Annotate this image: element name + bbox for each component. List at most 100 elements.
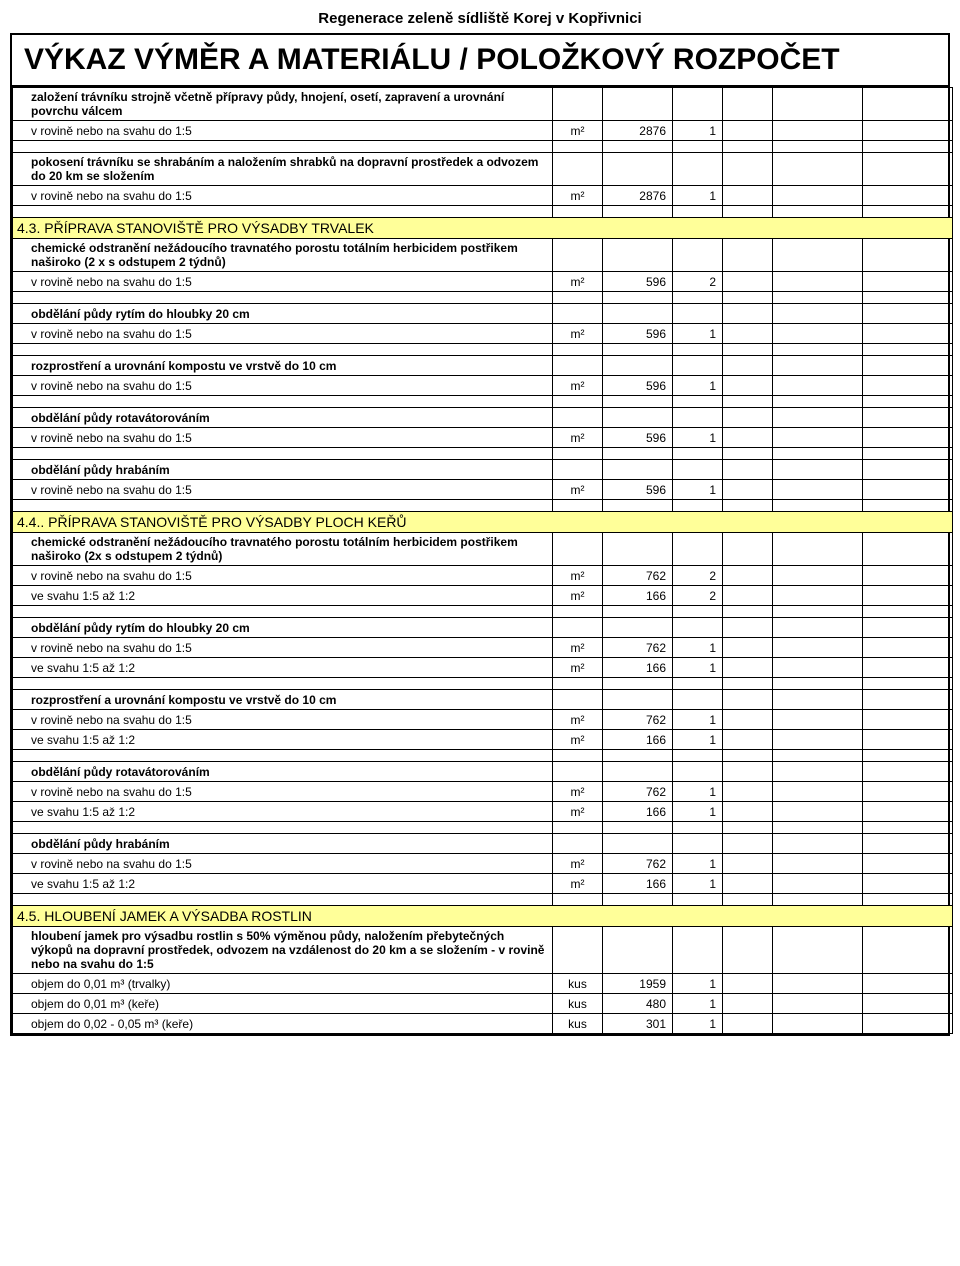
section-header: 4.3. PŘÍPRAVA STANOVIŠTĚ PRO VÝSADBY TRV…	[13, 218, 953, 239]
description-cell: chemické odstranění nežádoucího travnaté…	[13, 239, 553, 272]
quantity-cell: 166	[603, 730, 673, 750]
empty-cell	[863, 690, 953, 710]
empty-cell	[723, 480, 773, 500]
item-label: v rovině nebo na svahu do 1:5	[13, 272, 553, 292]
unit-cell: kus	[553, 994, 603, 1014]
quantity-cell: 596	[603, 428, 673, 448]
spacer-cell	[603, 396, 673, 408]
table-row: rozprostření a urovnání kompostu ve vrst…	[13, 356, 953, 376]
spacer-cell	[773, 396, 863, 408]
empty-cell	[673, 408, 723, 428]
description-cell: pokosení trávníku se shrabáním a naložen…	[13, 153, 553, 186]
empty-cell	[863, 153, 953, 186]
multiplier-cell: 1	[673, 994, 723, 1014]
spacer-cell	[603, 894, 673, 906]
spacer-cell	[603, 206, 673, 218]
unit-cell: m²	[553, 854, 603, 874]
spacer-cell	[553, 292, 603, 304]
empty-cell	[723, 272, 773, 292]
spacer-cell	[603, 344, 673, 356]
empty-cell	[773, 638, 863, 658]
quantity-cell: 480	[603, 994, 673, 1014]
unit-cell: m²	[553, 658, 603, 678]
empty-cell	[723, 566, 773, 586]
budget-table-container: založení trávníku strojně včetně příprav…	[10, 87, 950, 1036]
empty-cell	[863, 324, 953, 344]
spacer-cell	[13, 396, 553, 408]
unit-cell: m²	[553, 272, 603, 292]
spacer-cell	[673, 292, 723, 304]
empty-cell	[553, 88, 603, 121]
multiplier-cell: 1	[673, 710, 723, 730]
spacer-cell	[723, 678, 773, 690]
section-header: 4.4.. PŘÍPRAVA STANOVIŠTĚ PRO VÝSADBY PL…	[13, 512, 953, 533]
spacer-cell	[723, 206, 773, 218]
table-row	[13, 678, 953, 690]
empty-cell	[723, 186, 773, 206]
unit-cell: m²	[553, 324, 603, 344]
empty-cell	[723, 586, 773, 606]
empty-cell	[773, 1014, 863, 1034]
item-label: v rovině nebo na svahu do 1:5	[13, 428, 553, 448]
empty-cell	[863, 272, 953, 292]
spacer-cell	[603, 500, 673, 512]
empty-cell	[723, 658, 773, 678]
table-row: rozprostření a urovnání kompostu ve vrst…	[13, 690, 953, 710]
table-row: ve svahu 1:5 až 1:2m²1661	[13, 874, 953, 894]
table-row: ve svahu 1:5 až 1:2m²1661	[13, 658, 953, 678]
empty-cell	[773, 186, 863, 206]
section-number: 4.4..	[17, 514, 44, 530]
empty-cell	[863, 1014, 953, 1034]
spacer-cell	[13, 750, 553, 762]
empty-cell	[553, 460, 603, 480]
empty-cell	[553, 153, 603, 186]
table-row: založení trávníku strojně včetně příprav…	[13, 88, 953, 121]
empty-cell	[603, 927, 673, 974]
spacer-cell	[723, 448, 773, 460]
empty-cell	[723, 121, 773, 141]
empty-cell	[863, 874, 953, 894]
empty-cell	[723, 1014, 773, 1034]
table-row: obdělání půdy rotavátorováním	[13, 408, 953, 428]
empty-cell	[603, 88, 673, 121]
empty-cell	[863, 566, 953, 586]
empty-cell	[863, 356, 953, 376]
empty-cell	[673, 834, 723, 854]
spacer-cell	[773, 750, 863, 762]
empty-cell	[773, 974, 863, 994]
spacer-cell	[773, 606, 863, 618]
empty-cell	[723, 730, 773, 750]
empty-cell	[673, 690, 723, 710]
table-row: objem do 0,01 m³ (keře)kus4801	[13, 994, 953, 1014]
spacer-cell	[723, 606, 773, 618]
empty-cell	[863, 533, 953, 566]
empty-cell	[723, 153, 773, 186]
item-label: ve svahu 1:5 až 1:2	[13, 658, 553, 678]
empty-cell	[773, 927, 863, 974]
item-label: v rovině nebo na svahu do 1:5	[13, 782, 553, 802]
table-row: obdělání půdy rytím do hloubky 20 cm	[13, 304, 953, 324]
item-label: ve svahu 1:5 až 1:2	[13, 802, 553, 822]
spacer-cell	[863, 822, 953, 834]
multiplier-cell: 1	[673, 874, 723, 894]
empty-cell	[673, 927, 723, 974]
empty-cell	[863, 658, 953, 678]
empty-cell	[553, 690, 603, 710]
unit-cell: m²	[553, 376, 603, 396]
empty-cell	[863, 782, 953, 802]
unit-cell: m²	[553, 710, 603, 730]
table-row: v rovině nebo na svahu do 1:5m²28761	[13, 186, 953, 206]
table-row: chemické odstranění nežádoucího travnaté…	[13, 533, 953, 566]
spacer-cell	[553, 606, 603, 618]
table-row: v rovině nebo na svahu do 1:5m²7622	[13, 566, 953, 586]
spacer-cell	[673, 141, 723, 153]
empty-cell	[603, 153, 673, 186]
item-label: ve svahu 1:5 až 1:2	[13, 730, 553, 750]
empty-cell	[603, 408, 673, 428]
table-row: pokosení trávníku se shrabáním a naložen…	[13, 153, 953, 186]
empty-cell	[603, 618, 673, 638]
spacer-cell	[603, 822, 673, 834]
budget-table: založení trávníku strojně včetně příprav…	[12, 87, 953, 1034]
empty-cell	[863, 974, 953, 994]
empty-cell	[723, 762, 773, 782]
